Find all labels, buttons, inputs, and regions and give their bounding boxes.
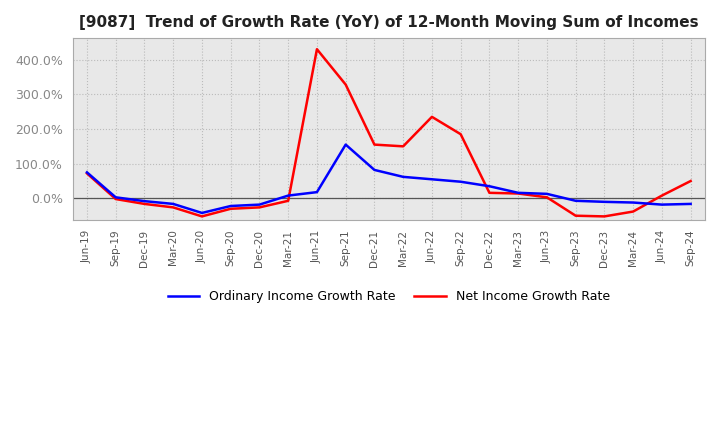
Net Income Growth Rate — [255, 205, 264, 210]
Net Income Growth Rate — [112, 196, 120, 202]
Ordinary Income Growth Rate — [83, 170, 91, 175]
Ordinary Income Growth Rate — [428, 176, 436, 182]
Legend: Ordinary Income Growth Rate, Net Income Growth Rate: Ordinary Income Growth Rate, Net Income … — [163, 285, 615, 308]
Net Income Growth Rate — [514, 191, 523, 196]
Net Income Growth Rate — [341, 82, 350, 87]
Net Income Growth Rate — [686, 178, 695, 183]
Net Income Growth Rate — [428, 114, 436, 120]
Net Income Growth Rate — [370, 142, 379, 147]
Net Income Growth Rate — [657, 193, 666, 198]
Net Income Growth Rate — [226, 206, 235, 211]
Net Income Growth Rate — [169, 205, 178, 210]
Net Income Growth Rate — [629, 209, 637, 214]
Line: Net Income Growth Rate: Net Income Growth Rate — [87, 49, 690, 216]
Ordinary Income Growth Rate — [514, 190, 523, 195]
Net Income Growth Rate — [456, 132, 465, 137]
Ordinary Income Growth Rate — [456, 179, 465, 184]
Net Income Growth Rate — [197, 214, 206, 219]
Ordinary Income Growth Rate — [312, 190, 321, 195]
Net Income Growth Rate — [140, 201, 149, 206]
Ordinary Income Growth Rate — [600, 199, 608, 205]
Title: [9087]  Trend of Growth Rate (YoY) of 12-Month Moving Sum of Incomes: [9087] Trend of Growth Rate (YoY) of 12-… — [79, 15, 698, 30]
Net Income Growth Rate — [572, 213, 580, 218]
Ordinary Income Growth Rate — [543, 191, 552, 197]
Ordinary Income Growth Rate — [255, 202, 264, 207]
Ordinary Income Growth Rate — [226, 203, 235, 209]
Ordinary Income Growth Rate — [399, 174, 408, 180]
Ordinary Income Growth Rate — [657, 202, 666, 207]
Net Income Growth Rate — [83, 171, 91, 176]
Ordinary Income Growth Rate — [112, 194, 120, 200]
Ordinary Income Growth Rate — [140, 198, 149, 204]
Net Income Growth Rate — [312, 47, 321, 52]
Net Income Growth Rate — [284, 198, 292, 203]
Ordinary Income Growth Rate — [629, 200, 637, 205]
Ordinary Income Growth Rate — [686, 201, 695, 206]
Ordinary Income Growth Rate — [572, 198, 580, 203]
Net Income Growth Rate — [543, 194, 552, 200]
Ordinary Income Growth Rate — [341, 142, 350, 147]
Ordinary Income Growth Rate — [169, 201, 178, 206]
Line: Ordinary Income Growth Rate: Ordinary Income Growth Rate — [87, 145, 690, 213]
Ordinary Income Growth Rate — [370, 167, 379, 172]
Ordinary Income Growth Rate — [197, 210, 206, 216]
Ordinary Income Growth Rate — [485, 183, 494, 189]
Ordinary Income Growth Rate — [284, 193, 292, 198]
Net Income Growth Rate — [399, 144, 408, 149]
Net Income Growth Rate — [600, 214, 608, 219]
Net Income Growth Rate — [485, 190, 494, 195]
